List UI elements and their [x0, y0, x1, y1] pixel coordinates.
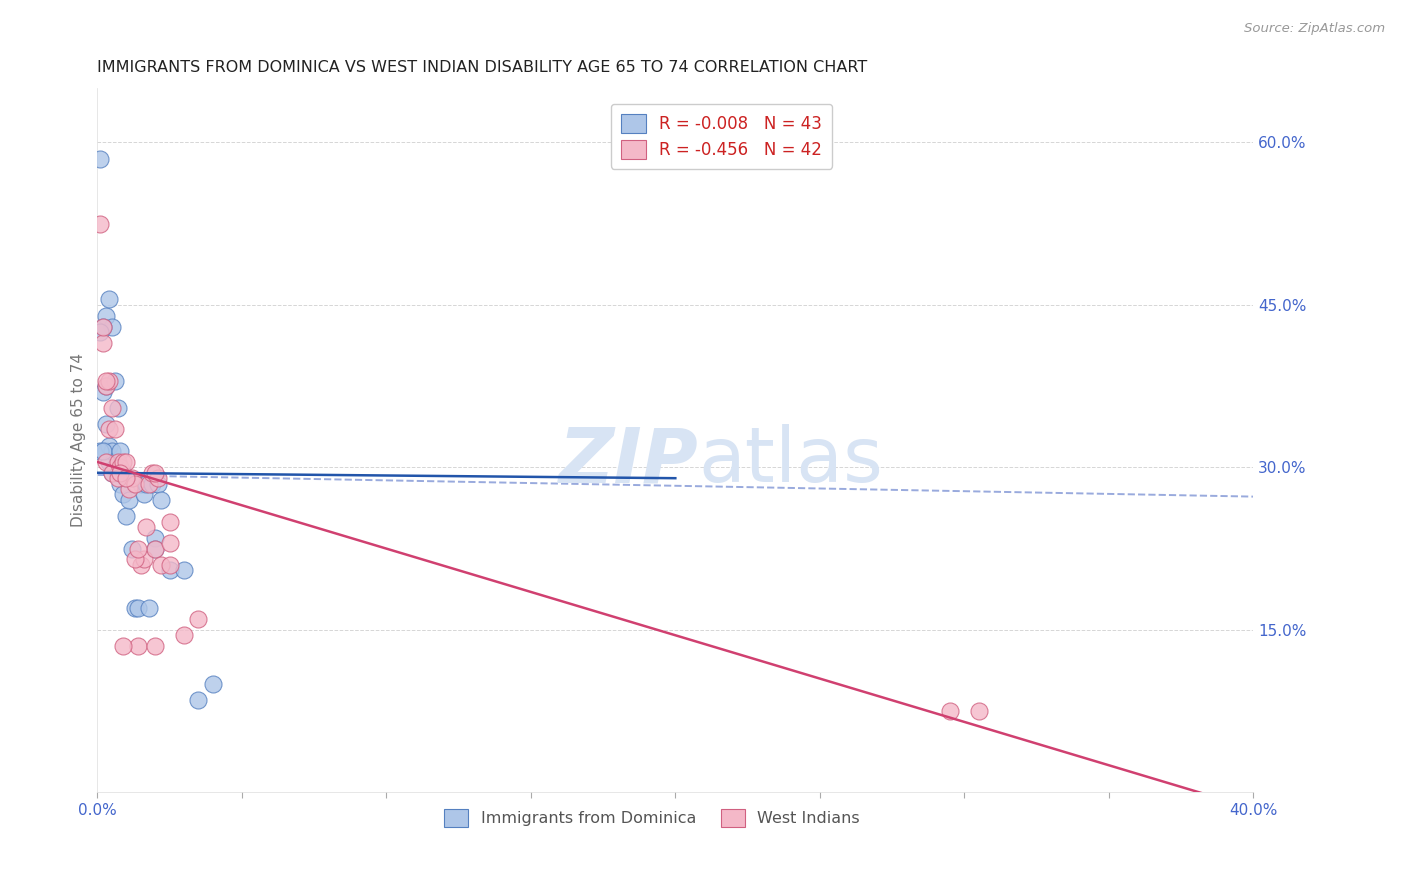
- Point: [89, 325, 111, 339]
- Point: [107, 401, 129, 415]
- Point: [201, 677, 224, 691]
- Point: [94, 444, 117, 458]
- Point: [141, 476, 163, 491]
- Point: [143, 639, 166, 653]
- Point: [91, 319, 114, 334]
- Point: [101, 466, 124, 480]
- Point: [115, 455, 138, 469]
- Point: [97, 422, 120, 436]
- Point: [101, 444, 124, 458]
- Point: [91, 444, 114, 458]
- Point: [94, 417, 117, 431]
- Point: [132, 552, 155, 566]
- Point: [124, 601, 146, 615]
- Point: [104, 422, 127, 436]
- Point: [104, 460, 127, 475]
- Point: [110, 444, 132, 458]
- Point: [112, 455, 135, 469]
- Point: [115, 471, 138, 485]
- Point: [94, 374, 117, 388]
- Point: [107, 466, 129, 480]
- Point: [127, 541, 149, 556]
- Point: [159, 515, 181, 529]
- Point: [173, 628, 195, 642]
- Point: [89, 152, 111, 166]
- Point: [118, 492, 141, 507]
- Point: [129, 558, 152, 572]
- Point: [107, 471, 129, 485]
- Point: [112, 466, 135, 480]
- Point: [107, 455, 129, 469]
- Point: [129, 476, 152, 491]
- Point: [939, 704, 962, 718]
- Point: [132, 487, 155, 501]
- Point: [149, 492, 172, 507]
- Point: [135, 476, 157, 491]
- Point: [94, 379, 117, 393]
- Point: [104, 374, 127, 388]
- Point: [143, 541, 166, 556]
- Point: [101, 466, 124, 480]
- Point: [143, 466, 166, 480]
- Point: [124, 552, 146, 566]
- Point: [94, 379, 117, 393]
- Point: [146, 476, 169, 491]
- Point: [97, 293, 120, 307]
- Point: [101, 401, 124, 415]
- Point: [91, 335, 114, 350]
- Text: IMMIGRANTS FROM DOMINICA VS WEST INDIAN DISABILITY AGE 65 TO 74 CORRELATION CHAR: IMMIGRANTS FROM DOMINICA VS WEST INDIAN …: [97, 60, 868, 75]
- Point: [146, 471, 169, 485]
- Point: [187, 693, 209, 707]
- Point: [143, 541, 166, 556]
- Point: [127, 639, 149, 653]
- Point: [173, 563, 195, 577]
- Point: [967, 704, 990, 718]
- Point: [89, 444, 111, 458]
- Point: [94, 455, 117, 469]
- Legend: Immigrants from Dominica, West Indians: Immigrants from Dominica, West Indians: [439, 803, 866, 834]
- Text: ZIP: ZIP: [558, 425, 699, 499]
- Point: [143, 531, 166, 545]
- Point: [115, 509, 138, 524]
- Point: [91, 319, 114, 334]
- Point: [97, 374, 120, 388]
- Point: [159, 558, 181, 572]
- Point: [91, 384, 114, 399]
- Point: [112, 487, 135, 501]
- Text: Source: ZipAtlas.com: Source: ZipAtlas.com: [1244, 22, 1385, 36]
- Point: [187, 612, 209, 626]
- Point: [124, 476, 146, 491]
- Y-axis label: Disability Age 65 to 74: Disability Age 65 to 74: [72, 353, 86, 527]
- Point: [141, 466, 163, 480]
- Point: [110, 466, 132, 480]
- Point: [115, 471, 138, 485]
- Point: [159, 563, 181, 577]
- Point: [118, 482, 141, 496]
- Point: [89, 217, 111, 231]
- Point: [138, 601, 160, 615]
- Point: [149, 558, 172, 572]
- Point: [110, 476, 132, 491]
- Point: [97, 439, 120, 453]
- Point: [135, 520, 157, 534]
- Point: [138, 476, 160, 491]
- Point: [101, 319, 124, 334]
- Point: [94, 309, 117, 323]
- Point: [159, 536, 181, 550]
- Point: [127, 601, 149, 615]
- Point: [121, 471, 143, 485]
- Text: atlas: atlas: [699, 425, 883, 499]
- Point: [110, 460, 132, 475]
- Point: [121, 541, 143, 556]
- Point: [112, 639, 135, 653]
- Point: [97, 455, 120, 469]
